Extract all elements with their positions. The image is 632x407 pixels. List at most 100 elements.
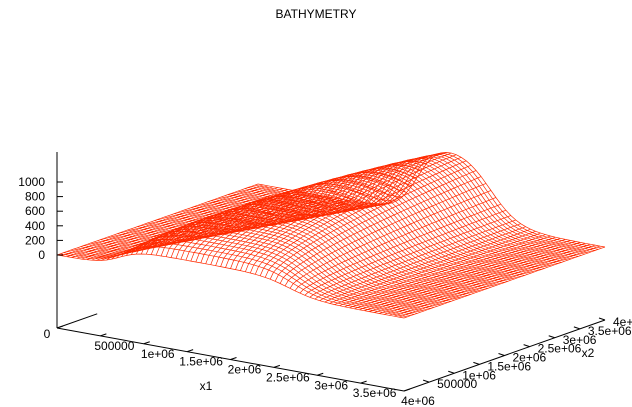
mesh-line-x2 [245, 152, 447, 272]
mesh-line-x2 [81, 188, 283, 260]
mesh-line-x2 [61, 184, 264, 257]
x2-tick-label: 500000 [437, 377, 477, 391]
mesh-line-x2 [116, 194, 318, 259]
x2-back-axis-stub [56, 313, 98, 329]
x1-tick-label: 0 [44, 327, 51, 341]
x1-tick-label: 500000 [94, 339, 134, 353]
mesh-line-x2 [274, 170, 477, 282]
mesh-line-x1 [87, 224, 435, 308]
mesh-line-x2 [374, 241, 576, 313]
mesh-line-x2 [254, 154, 457, 275]
mesh-line-x2 [160, 202, 363, 257]
mesh-line-x2 [349, 235, 551, 309]
mesh-line-x2 [369, 240, 571, 312]
x2-tick-mark [598, 317, 606, 321]
x2-tick-label: 4e+06 [613, 315, 632, 329]
mesh-line-x2 [235, 154, 437, 270]
mesh-line-x2 [334, 230, 536, 305]
mesh-line-x2 [388, 243, 591, 316]
mesh-line-x2 [354, 236, 556, 310]
mesh-line-x2 [294, 197, 497, 292]
x1-tick-label: 2.5e+06 [266, 370, 310, 384]
x1-tick-label: 2e+06 [228, 363, 262, 377]
mesh-line-x2 [195, 183, 397, 263]
mesh-line-x2 [279, 176, 482, 284]
surface-mesh [56, 152, 606, 319]
mesh-line-x2 [240, 152, 442, 271]
x2-tick-mark [498, 353, 505, 356]
x2-tick-label: 1.5e+06 [487, 359, 531, 373]
mesh-line-x2 [56, 183, 259, 256]
x2-tick-mark [448, 370, 455, 374]
mesh-line-x1 [56, 253, 405, 319]
x1-tick-mark [317, 372, 324, 376]
mesh-line-x2 [264, 160, 467, 278]
mesh-line-x2 [71, 186, 274, 258]
mesh-line-x2 [324, 226, 526, 303]
z-tick-label: 1000 [18, 175, 45, 189]
z-tick-label: 200 [25, 233, 45, 247]
mesh-line-x2 [230, 157, 432, 269]
mesh-line-x2 [384, 242, 586, 315]
x2-tick-mark [548, 335, 555, 339]
mesh-line-x2 [175, 199, 378, 259]
z-tick-label: 400 [25, 219, 45, 233]
mesh-line-x2 [284, 183, 487, 287]
mesh-line-x2 [339, 232, 541, 307]
mesh-line-x2 [185, 191, 387, 261]
mesh-line-x2 [393, 244, 596, 317]
mesh-line-x2 [249, 152, 452, 274]
mesh-line-x2 [145, 199, 348, 255]
mesh-line-x2 [101, 191, 303, 261]
mesh-line-x2 [364, 239, 566, 312]
x2-tick-mark [422, 379, 430, 383]
x1-tick-label: 4e+06 [401, 394, 435, 407]
mesh-line-x2 [155, 201, 358, 256]
x1-tick-mark [273, 364, 281, 368]
mesh-line-x2 [220, 164, 422, 267]
x2-tick-label: 2.5e+06 [538, 342, 582, 356]
mesh-line-x2 [91, 189, 293, 261]
mesh-line-x2 [259, 156, 462, 276]
mesh-line-x2 [289, 190, 492, 289]
mesh-line-x2 [131, 197, 333, 255]
mesh-line-x2 [200, 179, 402, 264]
x1-tick-mark [360, 380, 367, 384]
mesh-line-x2 [319, 223, 521, 302]
x1-tick-label: 3.5e+06 [353, 386, 397, 400]
x2-tick-mark [473, 361, 480, 365]
x1-tick-label: 1e+06 [141, 347, 175, 361]
mesh-line-x2 [403, 246, 606, 319]
x-axis-label: x1 [200, 379, 213, 393]
z-tick-label: 600 [25, 204, 45, 218]
x1-tick-label: 3e+06 [314, 378, 348, 392]
mesh-line-x2 [269, 164, 472, 280]
mesh-line-x2 [126, 196, 328, 256]
chart-title: BATHYMETRY [276, 7, 357, 21]
mesh-line-x2 [344, 234, 546, 308]
mesh-line-x2 [379, 242, 581, 314]
x2-tick-mark [573, 326, 581, 330]
x1-tick-mark [100, 333, 107, 337]
tick-labels: 05000001e+061.5e+062e+062.5e+063e+063.5e… [18, 175, 632, 407]
x1-tick-mark [186, 349, 194, 353]
mesh-line-x2 [359, 237, 561, 311]
x1-tick-mark [230, 357, 237, 360]
z-tick-label: 0 [38, 248, 45, 262]
x2-tick-label: 3.5e+06 [588, 324, 632, 338]
x1-tick-mark [403, 388, 411, 392]
mesh-line-x2 [314, 219, 516, 300]
axes-frame [56, 152, 606, 392]
x1-tick-mark [56, 325, 64, 329]
mesh-line-x2 [329, 228, 531, 304]
mesh-line-x2 [304, 209, 507, 296]
mesh-line-x2 [398, 245, 601, 318]
x2-tick-label: 1e+06 [462, 368, 496, 382]
y-axis-label: x2 [582, 346, 595, 360]
mesh-line-x2 [66, 185, 269, 258]
mesh-line-x2 [170, 203, 373, 258]
x1-tick-label: 1.5e+06 [179, 355, 223, 369]
mesh-line-x2 [76, 187, 278, 259]
x2-tick-label: 3e+06 [563, 333, 597, 347]
